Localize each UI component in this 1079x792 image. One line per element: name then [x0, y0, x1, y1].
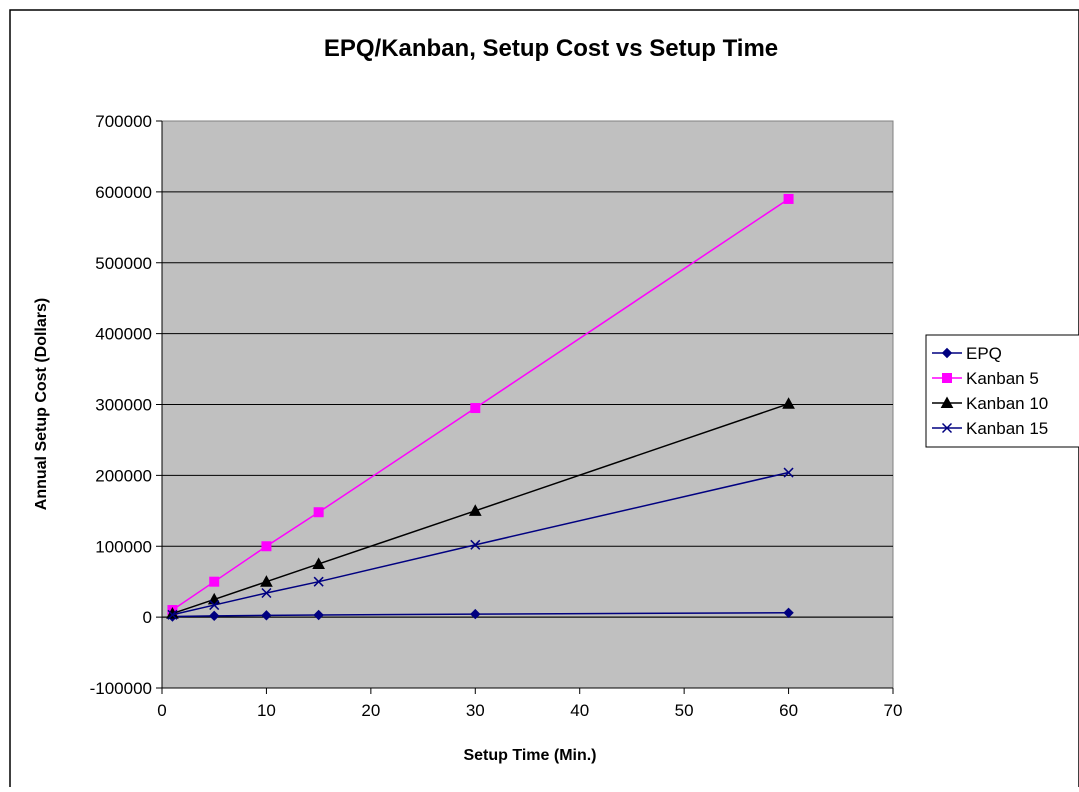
y-tick-label: -100000: [90, 679, 152, 698]
y-tick-label: 500000: [95, 254, 152, 273]
data-point-kanban-15: [783, 467, 794, 478]
series-kanban-15: [167, 467, 794, 620]
x-tick-label: 0: [157, 701, 166, 720]
legend-label: Kanban 5: [966, 369, 1039, 388]
y-axis-label: Annual Setup Cost (Dollars): [33, 298, 50, 510]
marker-x-stroke: [783, 467, 794, 478]
data-point-kanban-5: [470, 403, 481, 414]
data-point-kanban-15: [470, 539, 481, 550]
data-point-epq: [783, 607, 794, 619]
chart-title: EPQ/Kanban, Setup Cost vs Setup Time: [324, 35, 778, 62]
y-tick-label: 100000: [95, 537, 152, 556]
marker-x-stroke: [470, 539, 481, 550]
legend-item-kanban-5: Kanban 5: [932, 369, 1039, 388]
marker-x-stroke: [941, 422, 953, 434]
data-point-kanban-10: [782, 397, 795, 409]
data-point-kanban-15: [313, 576, 324, 587]
legend-swatch-marker: [941, 422, 953, 434]
x-tick-label: 30: [466, 701, 485, 720]
data-point-kanban-15: [209, 600, 220, 611]
data-point-kanban-15: [167, 609, 178, 620]
legend-label: EPQ: [966, 344, 1002, 363]
y-tick-label: 400000: [95, 325, 152, 344]
x-tick-label: 60: [779, 701, 798, 720]
legend-swatch-marker: [940, 396, 954, 408]
plot-area: -100000 0 100000 200000 300000 400000 500000 60…: [90, 112, 903, 720]
legend-item-kanban-15: Kanban 15: [932, 419, 1048, 438]
marker-x-stroke: [313, 576, 324, 587]
legend-label: Kanban 10: [966, 394, 1048, 413]
marker-x-stroke: [261, 587, 272, 599]
data-point-kanban-10: [260, 575, 273, 587]
data-point-kanban-10: [468, 504, 482, 516]
data-point-epq: [209, 610, 220, 622]
y-tick-label: 200000: [95, 466, 152, 485]
legend-swatch-marker: [941, 347, 953, 359]
x-tick-label: 20: [361, 701, 380, 720]
data-point-epq: [313, 609, 324, 621]
data-point-epq: [261, 610, 272, 621]
series-line-epq: [172, 612, 789, 618]
data-point-kanban-5: [209, 576, 220, 587]
legend-label: Kanban 15: [966, 419, 1048, 438]
y-tick-label: 300000: [95, 396, 152, 415]
x-axis-label: Setup Time (Min.): [463, 747, 596, 764]
data-point-epq: [470, 608, 481, 620]
legend-item-kanban-10: Kanban 10: [932, 394, 1048, 413]
legend-swatch-marker: [942, 373, 952, 383]
data-point-kanban-5: [261, 541, 272, 552]
legend: EPQ Kanban 5 Kanban 10 Kanban 15: [925, 334, 1079, 448]
series-line-kanban-15: [172, 471, 789, 616]
y-tick-label: 600000: [95, 183, 152, 202]
x-tick-label: 10: [257, 701, 276, 720]
data-point-kanban-5: [783, 193, 794, 204]
y-tick-label: 700000: [95, 112, 152, 131]
y-tick-label: 0: [143, 608, 152, 627]
series-line-kanban-5: [172, 198, 789, 611]
marker-x-stroke: [209, 600, 220, 611]
x-tick-label: 50: [675, 701, 694, 720]
data-point-kanban-10: [312, 557, 325, 569]
x-tick-label: 70: [884, 701, 903, 720]
series-kanban-10: [166, 397, 795, 619]
data-point-kanban-15: [261, 587, 272, 599]
legend-item-epq: EPQ: [932, 344, 1002, 363]
x-tick-label: 40: [570, 701, 589, 720]
marker-x-stroke: [167, 609, 178, 620]
data-point-kanban-5: [313, 507, 324, 518]
series-line-kanban-10: [172, 403, 789, 615]
